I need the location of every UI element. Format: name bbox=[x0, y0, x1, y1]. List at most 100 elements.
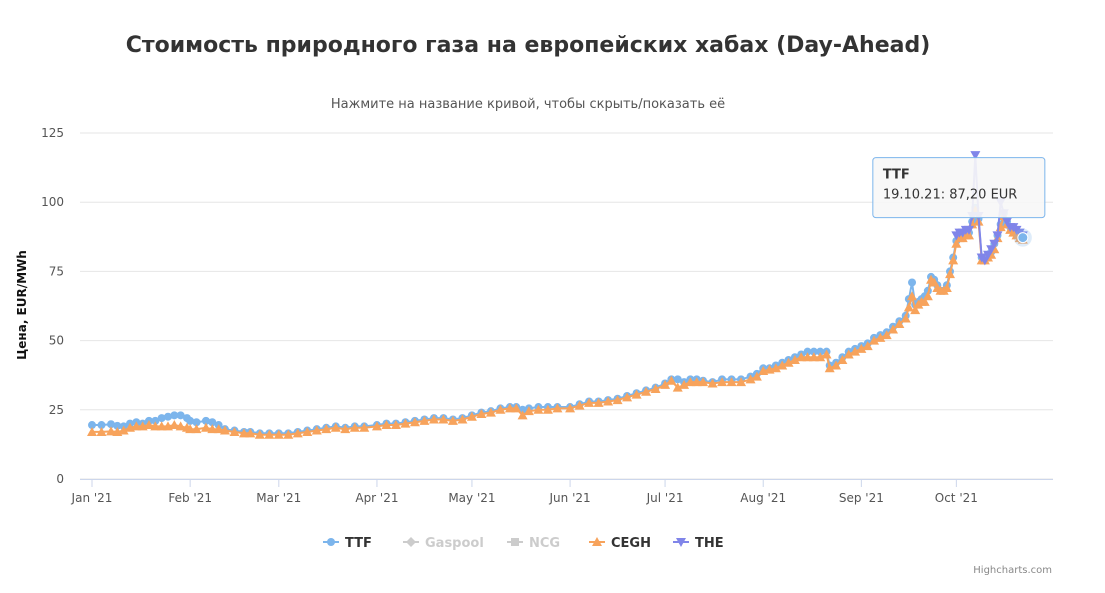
data-point bbox=[698, 377, 709, 387]
legend-item-ncg[interactable]: NCG bbox=[507, 536, 560, 551]
data-point bbox=[457, 414, 468, 424]
legend-item-cegh[interactable]: CEGH bbox=[589, 536, 651, 551]
series-line-cegh bbox=[92, 209, 1024, 436]
data-point bbox=[88, 421, 96, 430]
x-tick-label: Feb '21 bbox=[168, 491, 212, 505]
data-point bbox=[691, 377, 702, 387]
data-point bbox=[229, 426, 240, 436]
data-point bbox=[485, 407, 496, 417]
data-point bbox=[685, 377, 696, 387]
data-point bbox=[910, 305, 921, 315]
data-point bbox=[900, 313, 911, 323]
data-point bbox=[87, 426, 97, 436]
data-point bbox=[311, 425, 322, 435]
data-point bbox=[151, 416, 160, 425]
data-point bbox=[371, 421, 382, 431]
data-point bbox=[612, 395, 623, 405]
data-point bbox=[390, 420, 401, 430]
series-the[interactable] bbox=[951, 151, 1028, 266]
data-point bbox=[660, 379, 671, 389]
data-point bbox=[1002, 217, 1013, 227]
legend-symbol bbox=[676, 538, 686, 547]
data-point bbox=[428, 414, 439, 424]
legend-symbol bbox=[511, 538, 519, 546]
data-point bbox=[170, 411, 179, 420]
data-point bbox=[862, 341, 873, 351]
tooltip-series: TTF bbox=[883, 168, 910, 183]
data-point bbox=[869, 335, 880, 345]
x-tick-label: Mar '21 bbox=[256, 491, 301, 505]
data-point bbox=[941, 283, 952, 293]
data-point bbox=[907, 291, 918, 301]
credits-link[interactable]: Highcharts.com bbox=[973, 565, 1052, 576]
data-point bbox=[381, 420, 392, 430]
data-point bbox=[219, 425, 230, 435]
data-point bbox=[992, 231, 1003, 241]
series-cegh[interactable] bbox=[87, 205, 1028, 439]
legend-item-gaspool[interactable]: Gaspool bbox=[403, 536, 484, 551]
data-point bbox=[672, 382, 683, 392]
data-point bbox=[964, 230, 975, 240]
data-point bbox=[283, 429, 294, 439]
data-point bbox=[409, 417, 420, 427]
legend-symbol bbox=[592, 537, 602, 546]
plot-area[interactable] bbox=[87, 151, 1028, 439]
legend-item-the[interactable]: THE bbox=[673, 536, 724, 551]
x-tick-label: May '21 bbox=[448, 491, 495, 505]
data-point bbox=[273, 429, 284, 439]
data-point bbox=[552, 403, 563, 413]
data-point bbox=[245, 428, 256, 438]
series-ttf[interactable] bbox=[88, 203, 1027, 438]
data-point bbox=[213, 424, 224, 434]
data-point bbox=[157, 414, 166, 423]
data-point bbox=[523, 406, 534, 416]
data-point bbox=[359, 422, 370, 432]
y-tick-label: 25 bbox=[49, 403, 64, 417]
tooltip: TTF 19.10.21: 87,20 EUR bbox=[872, 157, 1046, 247]
x-tick-label: Aug '21 bbox=[740, 491, 786, 505]
data-point bbox=[803, 347, 812, 356]
data-point bbox=[821, 349, 832, 359]
data-point bbox=[875, 332, 886, 342]
data-point bbox=[666, 375, 677, 385]
legend-item-ttf[interactable]: TTF bbox=[323, 536, 372, 551]
data-point bbox=[200, 422, 211, 432]
data-point bbox=[349, 422, 360, 432]
data-point bbox=[264, 429, 275, 439]
data-point bbox=[118, 425, 129, 435]
data-point bbox=[292, 428, 303, 438]
data-point bbox=[831, 360, 842, 370]
data-point bbox=[789, 354, 800, 364]
data-point bbox=[207, 424, 218, 434]
chart-subtitle: Нажмите на название кривой, чтобы скрыть… bbox=[331, 97, 725, 112]
data-point bbox=[843, 349, 854, 359]
x-tick-label: Jun '21 bbox=[549, 491, 591, 505]
data-point bbox=[888, 324, 899, 334]
data-point bbox=[105, 426, 116, 436]
x-tick-label: Sep '21 bbox=[839, 491, 884, 505]
data-point bbox=[192, 418, 201, 427]
data-point bbox=[850, 346, 861, 356]
data-point bbox=[837, 354, 848, 364]
data-point bbox=[238, 428, 249, 438]
legend-symbol bbox=[327, 538, 335, 546]
data-point bbox=[736, 377, 747, 387]
data-point bbox=[783, 357, 794, 367]
data-point bbox=[903, 302, 914, 312]
legend-label: NCG bbox=[529, 536, 560, 551]
data-point bbox=[603, 396, 614, 406]
data-point bbox=[191, 424, 202, 434]
x-axis: Jan '21 Feb '21 Mar '21 Apr '21 May '21 Jun '… bbox=[71, 479, 1053, 505]
data-point bbox=[922, 291, 933, 301]
data-point bbox=[150, 421, 161, 431]
y-axis: 0 25 50 75 100 125 bbox=[41, 126, 64, 486]
data-point bbox=[208, 418, 217, 427]
legend-label: Gaspool bbox=[425, 536, 484, 551]
legend-label: TTF bbox=[345, 536, 372, 551]
data-point bbox=[951, 238, 962, 248]
data-point bbox=[631, 389, 642, 399]
data-point bbox=[824, 363, 835, 373]
data-point bbox=[340, 424, 351, 434]
data-point bbox=[156, 421, 167, 431]
data-point bbox=[254, 429, 265, 439]
